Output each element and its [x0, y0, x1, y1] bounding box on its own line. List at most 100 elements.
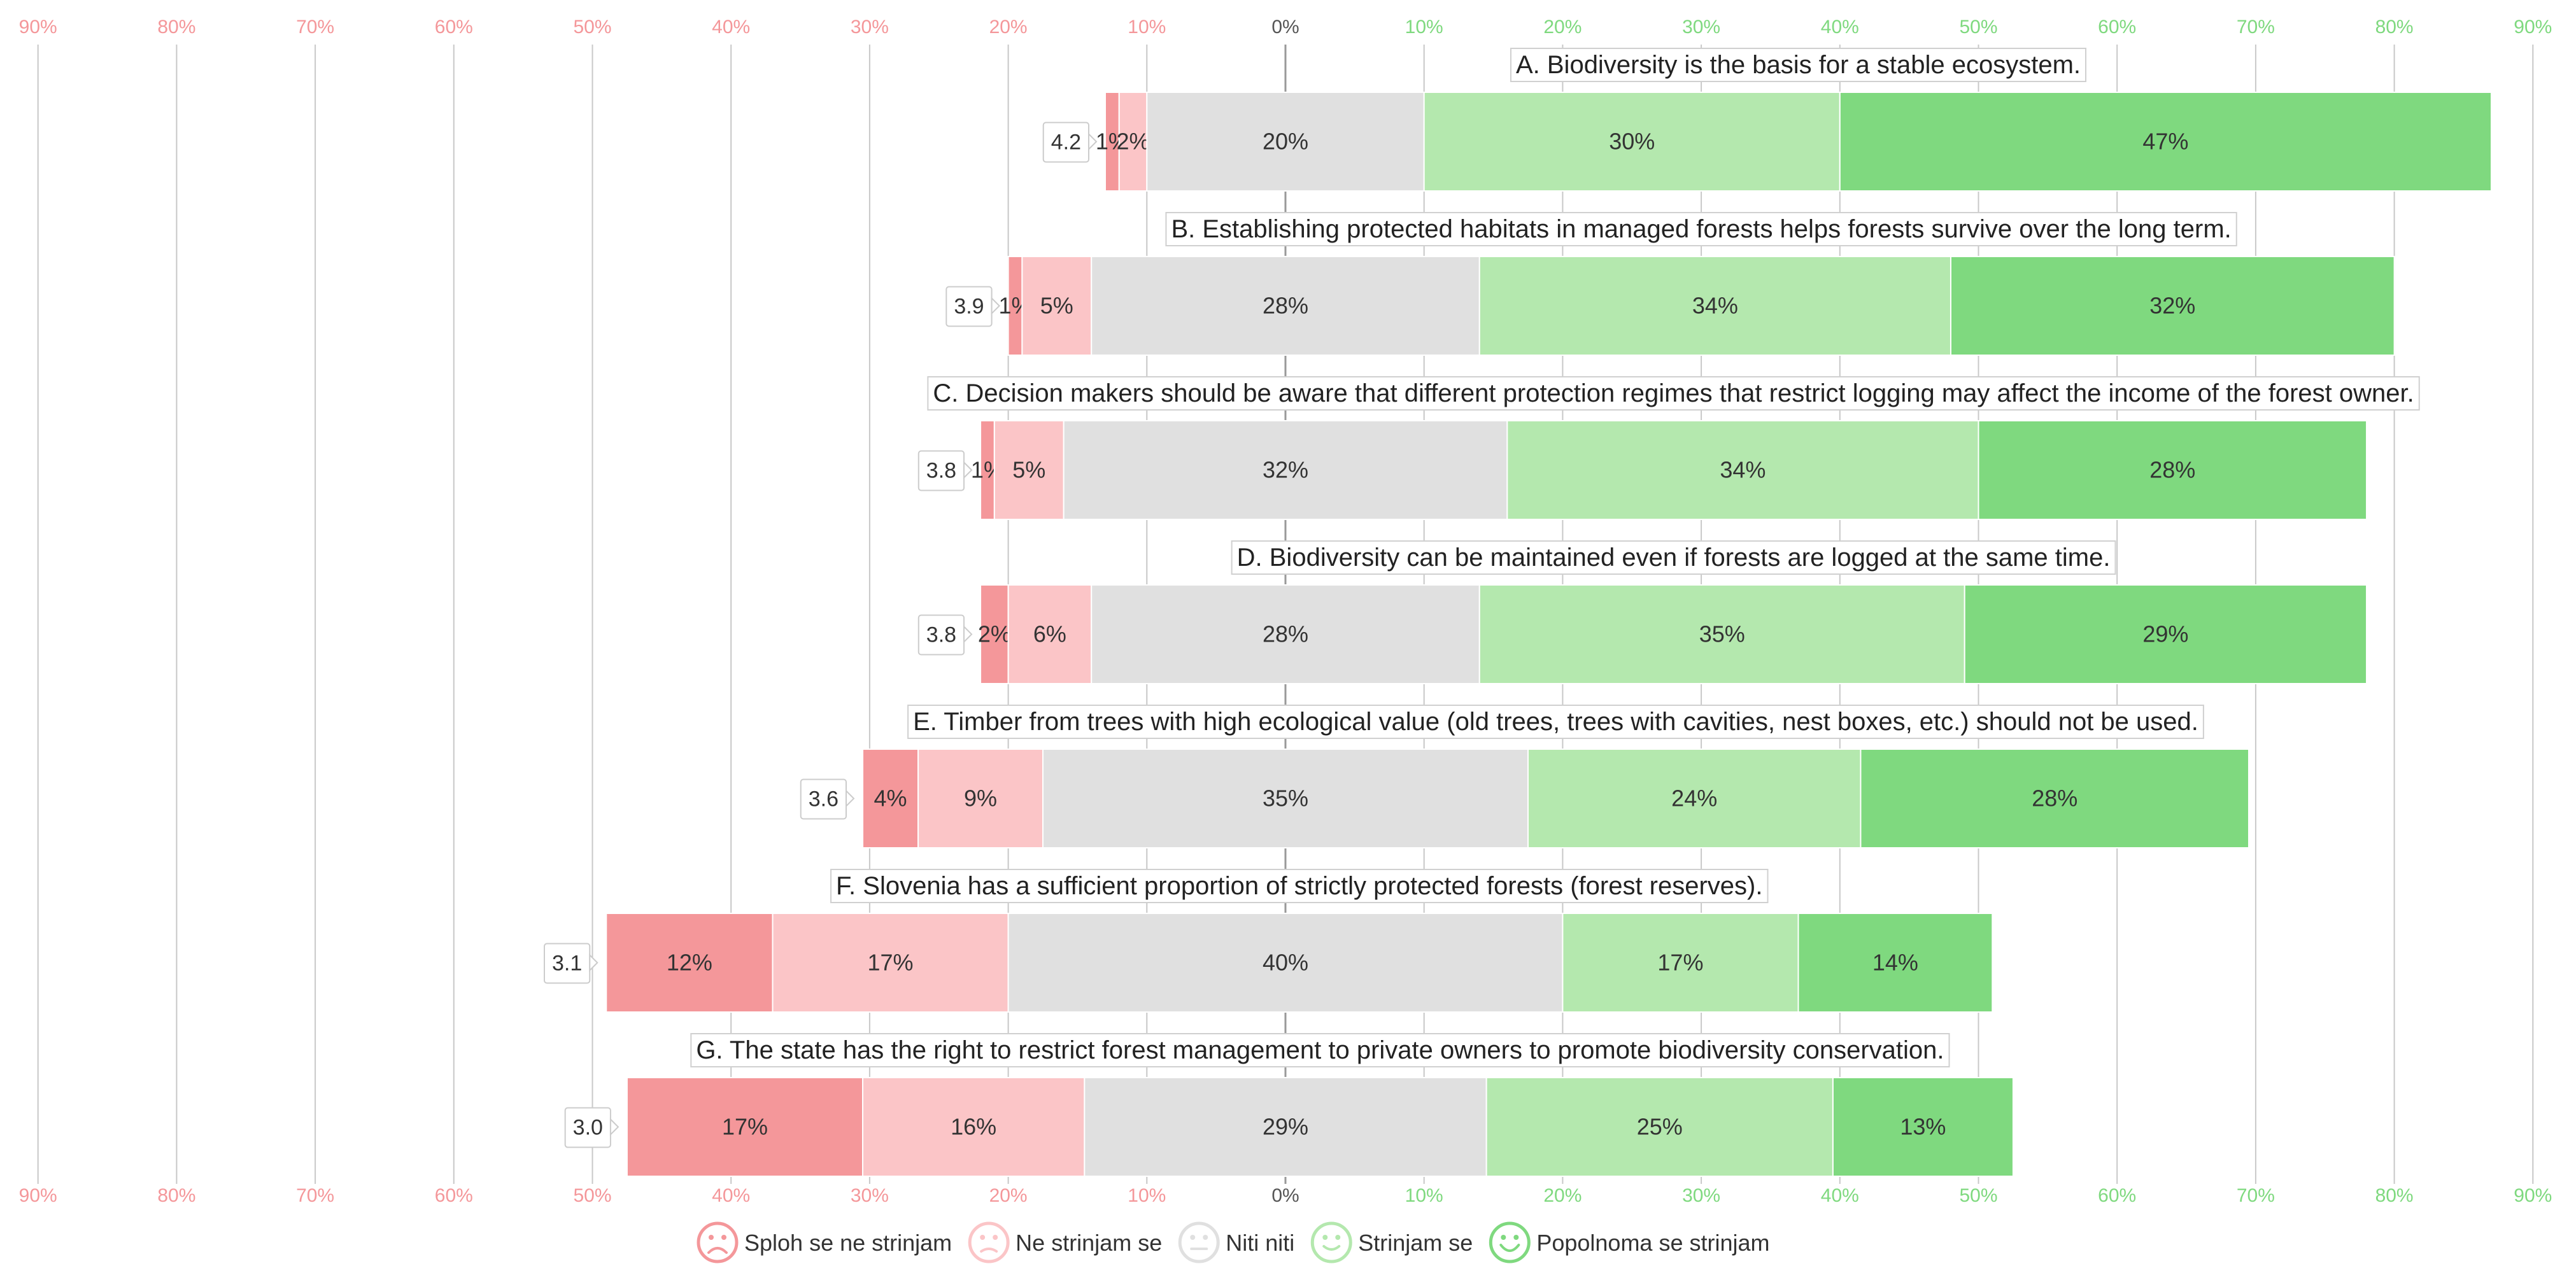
face-eye-left — [1322, 1235, 1328, 1240]
bar-segment — [980, 584, 1009, 684]
segment-value-label: 17% — [722, 1114, 768, 1140]
bar-row-d: 2% 6% 28% 35% 29% D. Biodiversity can be main… — [917, 540, 2368, 684]
bottom-tick-label: 0% — [1271, 1185, 1299, 1206]
bar-segment — [1423, 92, 1841, 192]
bottom-tick-label: 20% — [989, 1185, 1028, 1206]
bar-row-f: 12% 17% 40% 17% 14% F. Slovenia has a suffici… — [544, 869, 1993, 1013]
top-tick-label: 70% — [296, 17, 334, 38]
segment-value-label: 12% — [667, 950, 712, 976]
bottom-tick-label: 10% — [1128, 1185, 1166, 1206]
bar-segment — [993, 420, 1065, 520]
bottom-axis: 90% 80% 70% 60% 50% 40% 30% 20% 10% 0% 10% 20% 30% 40… — [19, 1185, 2552, 1206]
bottom-tick-label: 40% — [712, 1185, 750, 1206]
question-label-box — [690, 1033, 1950, 1067]
top-tick-label: 70% — [2237, 17, 2275, 38]
top-tick-label: 30% — [1682, 17, 1720, 38]
face-eye-left — [1190, 1235, 1196, 1240]
segment-value-label: 6% — [1033, 621, 1066, 647]
question-label-box — [1510, 48, 2087, 82]
bar-segment — [1063, 420, 1508, 520]
segment-value-label: 25% — [1637, 1114, 1683, 1140]
question-label: B. Establishing protected habitats in ma… — [1171, 215, 2231, 243]
mean-score-label: 3.8 — [926, 459, 956, 483]
bar-segment — [1978, 420, 2368, 520]
bar-row-g: 17% 16% 29% 25% 13% G. The state has the righ… — [564, 1033, 2014, 1177]
face-eye-right — [993, 1235, 998, 1240]
top-tick-label: 60% — [2098, 17, 2136, 38]
bottom-tick-label: 40% — [1821, 1185, 1859, 1206]
smile-face-icon — [1310, 1221, 1352, 1263]
segment-value-label: 14% — [1872, 950, 1918, 976]
question-label: G. The state has the right to restrict f… — [696, 1036, 1944, 1064]
segment-value-label: 35% — [1699, 621, 1745, 647]
mean-score-label: 4.2 — [1051, 130, 1081, 155]
mean-score-label: 3.1 — [552, 952, 582, 976]
legend-item-big-smile: Popolnoma se strinjam — [1489, 1221, 1770, 1263]
mean-score-label: 3.9 — [954, 295, 984, 319]
question-label-box — [1231, 540, 2116, 575]
top-tick-label: 50% — [573, 17, 611, 38]
mean-score-label: 3.0 — [573, 1116, 603, 1140]
bar-segment — [1021, 256, 1093, 356]
very-sad-face-icon — [697, 1221, 739, 1263]
face-eye-right — [1513, 1235, 1519, 1240]
segment-value-label: 5% — [1012, 457, 1045, 483]
question-label: E. Timber from trees with high ecologica… — [913, 708, 2198, 736]
segment-value-label: 5% — [1040, 293, 1073, 319]
segment-value-label: 28% — [1263, 621, 1308, 647]
bar-segment — [1007, 584, 1093, 684]
bar-segment — [862, 1077, 1086, 1177]
bar-row-a: 1%2% 20% 30% 47%A. Biodiversity is the basi… — [1042, 48, 2492, 192]
bar-segment — [1146, 92, 1425, 192]
bar-segment — [1084, 1077, 1487, 1177]
legend-item-very-sad: Sploh se ne strinjam — [697, 1221, 952, 1263]
face-mouth — [980, 1248, 998, 1253]
segment-value-label: 9% — [964, 785, 997, 812]
bottom-tick-label: 70% — [2237, 1185, 2275, 1206]
bar-rows: 1%2% 20% 30% 47%A. Biodiversity is the basi… — [544, 48, 2492, 1177]
top-tick-label: 40% — [712, 17, 750, 38]
bar-segment — [1506, 420, 1979, 520]
mean-score-pointer — [846, 789, 855, 808]
segment-value-label: 2% — [978, 621, 1011, 647]
segment-value-label: 28% — [2032, 785, 2077, 812]
face-mouth — [1322, 1245, 1341, 1251]
bottom-tick-label: 50% — [1959, 1185, 1997, 1206]
segment-value-label: 17% — [868, 950, 914, 976]
bar-segment — [1478, 584, 1965, 684]
top-tick-label: 80% — [2375, 17, 2414, 38]
bottom-tick-label: 30% — [851, 1185, 889, 1206]
face-eye-right — [1335, 1235, 1341, 1240]
neutral-face-icon — [1178, 1221, 1220, 1263]
bar-segment — [917, 749, 1044, 848]
bottom-tick-label: 90% — [19, 1185, 57, 1206]
bar-segment — [1562, 913, 1799, 1013]
question-label-box — [927, 376, 2420, 411]
bottom-tick-label: 80% — [157, 1185, 195, 1206]
face-mouth — [707, 1247, 728, 1254]
question-label-box — [830, 869, 1769, 903]
segment-value-label: 17% — [1657, 950, 1703, 976]
face-eye-right — [1203, 1235, 1208, 1240]
segment-value-label: 28% — [1263, 293, 1308, 319]
bottom-tick-label: 80% — [2375, 1185, 2414, 1206]
segment-value-label: 4% — [874, 785, 907, 812]
face-eye-left — [709, 1235, 714, 1240]
face-mouth — [1499, 1244, 1520, 1252]
top-tick-label: 80% — [157, 17, 195, 38]
top-tick-label: 50% — [1959, 17, 1997, 38]
bottom-tick-label: 20% — [1543, 1185, 1582, 1206]
top-tick-label: 90% — [2514, 17, 2552, 38]
legend-label: Ne strinjam se — [1016, 1230, 1162, 1256]
top-tick-label: 20% — [1543, 17, 1582, 38]
segment-value-label: 35% — [1263, 785, 1308, 812]
mean-score-label: 3.6 — [809, 787, 839, 812]
bar-segment — [772, 913, 1009, 1013]
bar-segment — [1860, 749, 2250, 848]
question-label: A. Biodiversity is the basis for a stabl… — [1516, 51, 2081, 79]
segment-value-label: 32% — [1263, 457, 1308, 483]
mean-score-pointer — [991, 297, 1001, 315]
question-label: D. Biodiversity can be maintained even i… — [1237, 544, 2111, 572]
top-tick-label: 10% — [1128, 17, 1166, 38]
bar-row-b: 1% 5% 28% 34% 32%B. Establishing protected h… — [945, 212, 2395, 356]
